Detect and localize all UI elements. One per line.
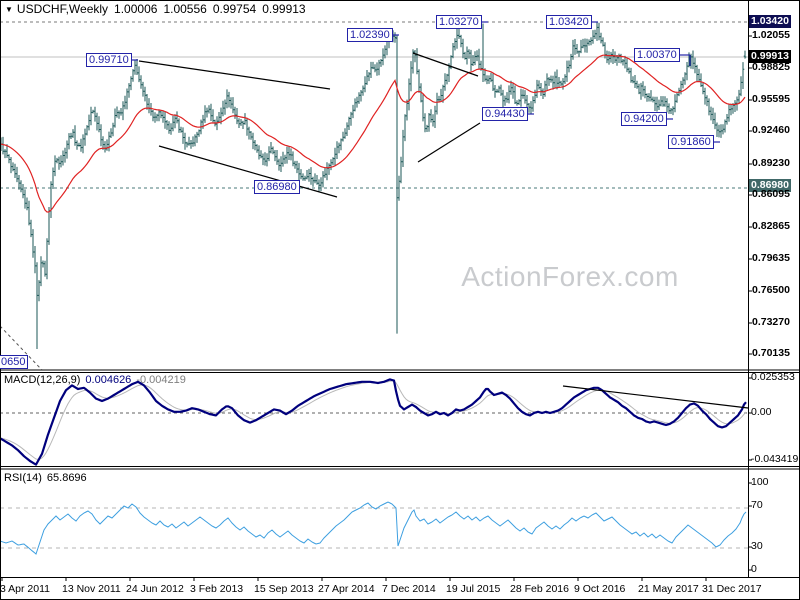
rsi-indicator-label: RSI(14) 65.8696 (4, 472, 87, 484)
axis-label-0.76500: 0.76500 (752, 284, 790, 296)
axis-label-0.73270: 0.73270 (752, 316, 790, 328)
axis-label-0.95595: 0.95595 (752, 93, 790, 105)
date-label: 3 Feb 2013 (190, 583, 244, 595)
axis-label-0.79635: 0.79635 (752, 252, 790, 264)
trendline-1 (138, 60, 331, 90)
date-label: 19 Jul 2015 (446, 583, 501, 595)
axis-label-70: 70 (751, 499, 763, 511)
close-value: 0.99913 (262, 2, 306, 16)
axis-label-100: 100 (751, 476, 769, 488)
axis-label-0.82865: 0.82865 (752, 220, 790, 232)
macd-signal-value: -0.004219 (136, 374, 186, 386)
date-label: 21 May 2017 (638, 583, 699, 595)
price-label-box-0.99710: 0.99710 (86, 53, 132, 67)
date-label: 9 Oct 2016 (574, 583, 626, 595)
open-value: 1.00006 (114, 2, 158, 16)
axis-label-0.92460: 0.92460 (752, 124, 790, 136)
price-label-box-0.86980: 0.86980 (254, 180, 300, 194)
axis-label-0: 0 (751, 563, 757, 575)
chart-title: ▼ USDCHF,Weekly 1.00006 1.00556 0.99754 0.999… (5, 2, 306, 16)
price-label-box-1.03420: 1.03420 (546, 15, 592, 29)
axis-label-0.00: 0.00 (751, 406, 772, 418)
price-label-box-1.00370: 1.00370 (634, 48, 680, 62)
date-label: 31 Dec 2017 (702, 583, 762, 595)
low-value: 0.99754 (212, 2, 257, 16)
axis-label-0.86095: 0.86095 (752, 188, 790, 200)
axis-label-0.70135: 0.70135 (752, 347, 790, 359)
price-label-box-1.02390: 1.02390 (347, 28, 393, 42)
dashed-diagonal-trendline (0, 325, 43, 371)
trendline-4 (417, 122, 481, 163)
collapse-arrow-icon: ▼ (5, 5, 13, 14)
macd-signal-line (0, 380, 747, 460)
rsi-line (0, 501, 747, 555)
high-value: 1.00556 (163, 2, 207, 16)
price-label-box-1.03270: 1.03270 (436, 15, 482, 29)
date-label: 7 Dec 2014 (382, 583, 436, 595)
axis-label--0.043419: -0.043419 (751, 453, 799, 465)
date-label: 15 Sep 2013 (254, 583, 314, 595)
macd-main-line (0, 378, 747, 466)
date-label: 27 Apr 2014 (318, 583, 375, 595)
rsi-name: RSI(14) (4, 472, 42, 484)
watermark: ActionForex.com (461, 261, 679, 292)
price-label-box-0.91860: 0.91860 (668, 135, 714, 149)
date-label: 28 Feb 2016 (510, 583, 569, 595)
date-label: 24 Jun 2012 (126, 583, 184, 595)
price-label-box-0.94430: 0.94430 (482, 107, 528, 121)
macd-main-value: 0.004626 (85, 374, 132, 386)
macd-trendline (562, 385, 749, 409)
trendline-2 (158, 145, 338, 198)
symbol-period-label: USDCHF,Weekly (16, 2, 109, 16)
trendline-3 (412, 52, 479, 77)
price-label-box-0650: 0650 (0, 355, 29, 369)
axis-label-30: 30 (751, 540, 763, 552)
candlestick-series (0, 22, 747, 349)
axis-label-1.03420: 1.03420 (749, 15, 791, 28)
rsi-value: 65.8696 (46, 472, 87, 484)
moving-average-line (0, 54, 746, 213)
macd-indicator-label: MACD(12,26,9) 0.004626 -0.004219 (4, 374, 186, 386)
axis-label-0.025353: 0.025353 (751, 371, 795, 383)
date-label: 3 Apr 2011 (0, 583, 51, 595)
axis-label-1.02055: 1.02055 (752, 29, 790, 41)
macd-name: MACD(12,26,9) (4, 374, 81, 386)
price-label-box-0.94200: 0.94200 (621, 112, 667, 126)
axis-label-0.98825: 0.98825 (752, 61, 790, 73)
date-label: 13 Nov 2011 (62, 583, 121, 595)
axis-label-0.89230: 0.89230 (752, 157, 790, 169)
axis-label-0.99913: 0.99913 (749, 50, 791, 63)
axis-label-0.86980: 0.86980 (749, 179, 791, 192)
